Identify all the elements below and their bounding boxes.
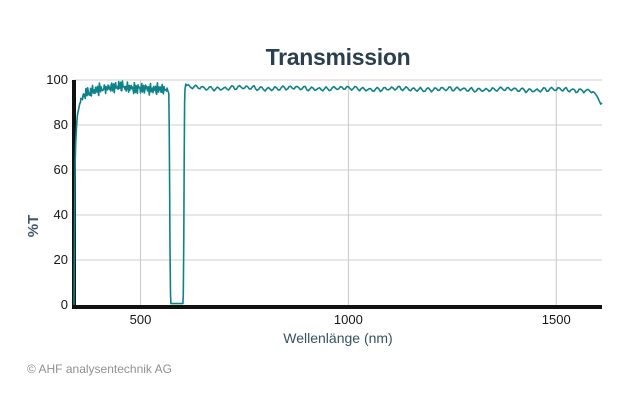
transmission-curve (73, 80, 603, 306)
chart-title: Transmission (265, 44, 411, 70)
copyright-text: © AHF analysentechnik AG (27, 362, 172, 376)
y-tick-label: 0 (60, 297, 68, 312)
y-tick-label: 60 (53, 162, 68, 177)
x-tick-label: 1000 (333, 312, 363, 327)
x-tick-label: 500 (129, 312, 152, 327)
x-axis-title: Wellenlänge (nm) (283, 330, 393, 346)
y-tick-label: 20 (53, 252, 68, 267)
y-tick-label: 80 (53, 117, 68, 132)
y-tick-label: 100 (46, 72, 68, 87)
x-tick-label: 1500 (541, 312, 571, 327)
y-tick-label: 40 (53, 207, 68, 222)
